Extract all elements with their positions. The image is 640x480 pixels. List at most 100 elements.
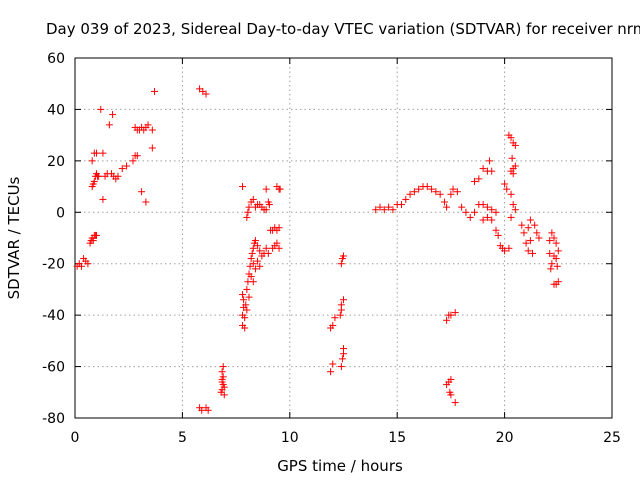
data-point xyxy=(123,162,131,170)
data-point xyxy=(509,201,517,209)
data-point xyxy=(276,185,284,193)
y-tick-label: 60 xyxy=(47,51,65,67)
data-point xyxy=(240,296,248,304)
data-point xyxy=(337,363,345,371)
data-point xyxy=(432,188,440,196)
data-point xyxy=(340,296,347,304)
x-axis-label: GPS time / hours xyxy=(277,457,403,475)
data-point xyxy=(547,265,555,273)
y-tick-label: 40 xyxy=(47,102,65,118)
data-point xyxy=(338,355,346,363)
data-point xyxy=(447,391,455,399)
data-point xyxy=(142,198,150,206)
y-tick-label: 20 xyxy=(47,154,65,170)
data-point xyxy=(218,368,226,376)
axis-ticks: 0 5 10 15 20 25 60 40 20 0 -20 -40 -60 -80 xyxy=(42,51,621,446)
y-tick-label: 0 xyxy=(56,205,65,221)
data-point xyxy=(88,157,96,165)
data-point xyxy=(202,90,210,98)
x-tick-label: 0 xyxy=(71,430,80,446)
data-point xyxy=(466,213,474,221)
data-point xyxy=(553,262,561,270)
data-point xyxy=(245,203,253,211)
data-point xyxy=(486,157,494,165)
data-point xyxy=(244,208,252,216)
data-point xyxy=(492,226,500,234)
data-point xyxy=(524,247,532,255)
data-point xyxy=(522,239,530,247)
data-point xyxy=(241,324,249,332)
data-point xyxy=(447,375,455,383)
chart-title: Day 039 of 2023, Sidereal Day-to-day VTE… xyxy=(46,20,640,38)
data-point xyxy=(507,190,515,198)
data-point xyxy=(247,273,255,281)
data-point xyxy=(245,293,253,301)
data-point xyxy=(458,203,466,211)
data-point xyxy=(507,134,515,142)
data-point xyxy=(526,237,534,245)
data-point xyxy=(552,255,560,263)
data-point xyxy=(447,190,455,198)
data-point xyxy=(118,165,126,173)
data-point xyxy=(550,234,558,242)
data-point xyxy=(554,247,562,255)
y-tick-label: -80 xyxy=(42,411,65,427)
data-point xyxy=(380,206,388,214)
data-point xyxy=(479,201,487,209)
data-point xyxy=(451,309,459,317)
data-point xyxy=(241,314,249,322)
data-point xyxy=(150,87,158,95)
x-tick-label: 25 xyxy=(603,430,621,446)
x-tick-label: 5 xyxy=(178,430,187,446)
data-point xyxy=(524,224,532,232)
data-point xyxy=(402,195,410,203)
data-point xyxy=(475,175,483,183)
data-point xyxy=(198,406,206,414)
data-point xyxy=(488,206,496,214)
data-point xyxy=(518,221,526,229)
data-point xyxy=(204,406,212,414)
data-point xyxy=(505,244,513,252)
data-point xyxy=(262,185,270,193)
data-point xyxy=(251,265,259,273)
data-point xyxy=(92,231,100,239)
data-point xyxy=(248,249,256,257)
data-point xyxy=(97,105,105,113)
data-point xyxy=(77,262,85,270)
data-point xyxy=(99,149,107,157)
data-point xyxy=(533,229,541,237)
data-point xyxy=(552,239,560,247)
data-point xyxy=(239,291,247,299)
data-point xyxy=(447,311,455,319)
data-point xyxy=(242,301,250,309)
data-point xyxy=(529,249,537,257)
data-point xyxy=(336,311,344,319)
data-point xyxy=(243,306,251,314)
data-point xyxy=(243,213,251,221)
data-point xyxy=(247,255,255,263)
data-point xyxy=(546,249,554,257)
data-point xyxy=(511,141,519,149)
data-point xyxy=(443,316,451,324)
data-point xyxy=(249,260,257,268)
data-point xyxy=(249,278,257,286)
data-point xyxy=(410,188,418,196)
data-point xyxy=(443,203,451,211)
data-point xyxy=(471,177,479,185)
data-point xyxy=(389,206,397,214)
data-point xyxy=(501,180,509,188)
data-point xyxy=(114,172,122,180)
data-point xyxy=(449,185,457,193)
data-point xyxy=(219,363,227,371)
data-point xyxy=(503,185,511,193)
data-point xyxy=(256,247,264,255)
grid-lines xyxy=(75,58,612,418)
data-point xyxy=(546,237,554,245)
data-point xyxy=(129,157,137,165)
data-point xyxy=(479,216,487,224)
data-point xyxy=(220,391,228,399)
data-point xyxy=(265,201,273,209)
data-point xyxy=(256,262,264,270)
